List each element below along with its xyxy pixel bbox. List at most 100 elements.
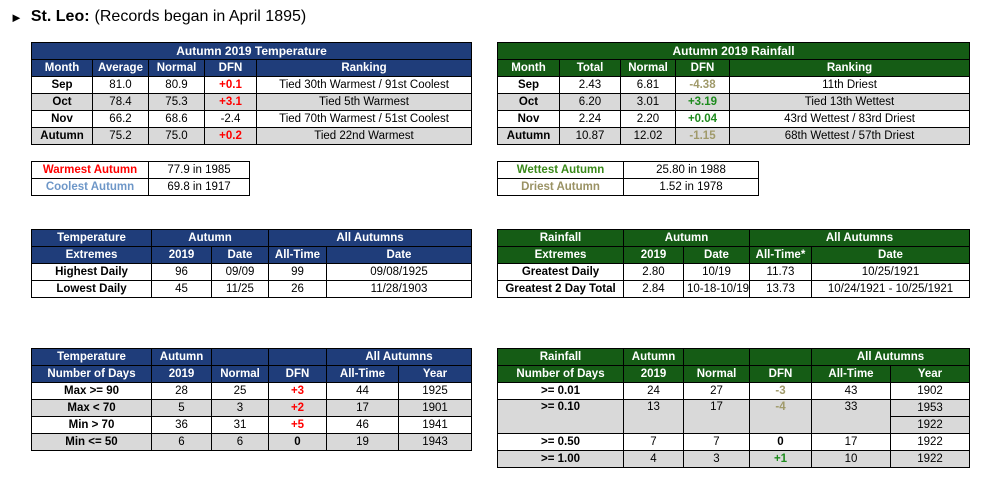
col-2019: 2019 xyxy=(151,246,212,264)
page-header: ► St. Leo: (Records began in April 1895) xyxy=(10,5,306,29)
normal-cell: 2.20 xyxy=(620,110,676,128)
rainfall-summary-table: Autumn 2019 Rainfall Month Total Normal … xyxy=(496,42,971,145)
total-cell: 2.43 xyxy=(559,76,621,94)
date-all-time: 10/25/1921 xyxy=(810,263,971,281)
value-all-time: 17 xyxy=(326,399,399,417)
dfn-cell: +5 xyxy=(268,416,327,434)
average-cell: 78.4 xyxy=(92,93,149,111)
table-row: Min <= 50 6 6 0 19 1943 xyxy=(31,433,473,451)
value-all-time: 11.73 xyxy=(749,263,812,281)
normal-cell: 75.0 xyxy=(148,127,205,145)
autumn-header: Autumn xyxy=(623,348,684,366)
value-2019: 45 xyxy=(151,280,212,298)
wettest-autumn-label: Wettest Autumn xyxy=(497,161,624,179)
row-label: Min > 70 xyxy=(31,416,152,434)
value-2019: 36 xyxy=(151,416,212,434)
col-average: Average xyxy=(92,59,149,77)
table-row: >= 0.01 24 27 -3 43 1902 xyxy=(497,382,971,400)
year-cell: 1901 xyxy=(397,399,473,417)
temperature-records-table: Warmest Autumn 77.9 in 1985 Coolest Autu… xyxy=(31,161,250,196)
col-dfn: DFN xyxy=(749,365,812,383)
total-cell: 6.20 xyxy=(559,93,621,111)
date-all-time: 09/08/1925 xyxy=(325,263,473,281)
dfn-cell: +3 xyxy=(268,382,327,400)
col-normal: Normal xyxy=(683,365,750,383)
normal-cell: 3 xyxy=(211,399,269,417)
rainfall-days-title-1: Rainfall xyxy=(497,348,624,366)
col-date: Date xyxy=(683,246,750,264)
value-all-time: 33 xyxy=(811,399,891,434)
table-row: Nov 66.2 68.6 -2.4 Tied 70th Warmest / 5… xyxy=(31,110,472,128)
value-all-time: 46 xyxy=(326,416,399,434)
normal-cell: 17 xyxy=(683,399,750,434)
col-total: Total xyxy=(559,59,621,77)
rainfall-extremes-table: Rainfall Autumn All Autumns Extremes 201… xyxy=(497,229,971,298)
month-cell: Autumn xyxy=(31,127,93,145)
value-all-time: 99 xyxy=(268,263,327,281)
ranking-cell: 68th Wettest / 57th Driest xyxy=(728,127,971,145)
rainfall-days-title-2: Number of Days xyxy=(497,365,624,383)
col-ranking: Ranking xyxy=(256,59,472,77)
all-autumns-group-header: All Autumns xyxy=(267,229,473,247)
col-2019: 2019 xyxy=(623,365,684,383)
col-normal: Normal xyxy=(620,59,676,77)
col-2019: 2019 xyxy=(151,365,212,383)
col-dfn: DFN xyxy=(268,365,327,383)
table-row: Oct 6.20 3.01 +3.19 Tied 13th Wettest xyxy=(497,93,971,111)
rainfall-extremes-title-1: Rainfall xyxy=(497,229,624,247)
dfn-cell: 0 xyxy=(749,433,812,451)
value-2019: 13 xyxy=(623,399,684,434)
col-month: Month xyxy=(31,59,93,77)
warmest-autumn-value: 77.9 in 1985 xyxy=(148,161,250,179)
dfn-cell: +0.1 xyxy=(204,76,257,94)
header-spacer xyxy=(211,348,269,366)
coolest-autumn-value: 69.8 in 1917 xyxy=(148,178,250,196)
month-cell: Sep xyxy=(31,76,93,94)
value-all-time: 17 xyxy=(811,433,891,451)
table-row: Oct 78.4 75.3 +3.1 Tied 5th Warmest xyxy=(31,93,472,111)
table-row: >= 1.00 4 3 +1 10 1922 xyxy=(497,450,971,468)
value-2019: 2.84 xyxy=(623,280,684,298)
table-row: Max >= 90 28 25 +3 44 1925 xyxy=(31,382,473,400)
date-2019: 10/19 xyxy=(683,263,750,281)
normal-cell: 80.9 xyxy=(148,76,205,94)
value-2019: 6 xyxy=(151,433,212,451)
value-all-time: 10 xyxy=(811,450,891,468)
month-cell: Oct xyxy=(31,93,93,111)
all-autumns-group-header: All Autumns xyxy=(325,348,473,366)
all-autumns-group-header: All Autumns xyxy=(748,229,971,247)
header-spacer xyxy=(268,348,327,366)
ranking-cell: Tied 70th Warmest / 51st Coolest xyxy=(256,110,472,128)
all-autumns-group-header: All Autumns xyxy=(810,348,971,366)
rainfall-extremes-title-2: Extremes xyxy=(497,246,624,264)
table-row: 1922 xyxy=(498,416,971,434)
col-normal: Normal xyxy=(148,59,205,77)
dfn-cell: +0.04 xyxy=(675,110,730,128)
table-row: Autumn 75.2 75.0 +0.2 Tied 22nd Warmest xyxy=(31,127,472,145)
normal-cell: 75.3 xyxy=(148,93,205,111)
temperature-days-title-1: Temperature xyxy=(31,348,152,366)
col-dfn: DFN xyxy=(675,59,730,77)
normal-cell: 6 xyxy=(211,433,269,451)
normal-cell: 3.01 xyxy=(620,93,676,111)
driest-autumn-label: Driest Autumn xyxy=(497,178,624,196)
normal-cell: 68.6 xyxy=(148,110,205,128)
temperature-summary-title: Autumn 2019 Temperature xyxy=(31,42,472,60)
row-label: >= 1.00 xyxy=(497,450,624,468)
year-cell: 1902 xyxy=(889,382,971,400)
normal-cell: 3 xyxy=(683,450,750,468)
records-note: (Records began in April 1895) xyxy=(94,8,307,25)
row-label: Max >= 90 xyxy=(31,382,152,400)
dfn-cell: -3 xyxy=(749,382,812,400)
station-name: St. Leo: xyxy=(30,8,90,25)
year-cell: 1941 xyxy=(397,416,473,434)
col-year: Year xyxy=(397,365,473,383)
normal-cell: 6.81 xyxy=(620,76,676,94)
ranking-cell: Tied 22nd Warmest xyxy=(256,127,472,145)
total-cell: 10.87 xyxy=(559,127,621,145)
dfn-cell: +3.19 xyxy=(675,93,730,111)
dfn-cell: -2.4 xyxy=(204,110,257,128)
rainfall-summary-title: Autumn 2019 Rainfall xyxy=(496,42,971,60)
average-cell: 66.2 xyxy=(92,110,149,128)
table-row: Greatest Daily 2.80 10/19 11.73 10/25/19… xyxy=(497,263,971,281)
